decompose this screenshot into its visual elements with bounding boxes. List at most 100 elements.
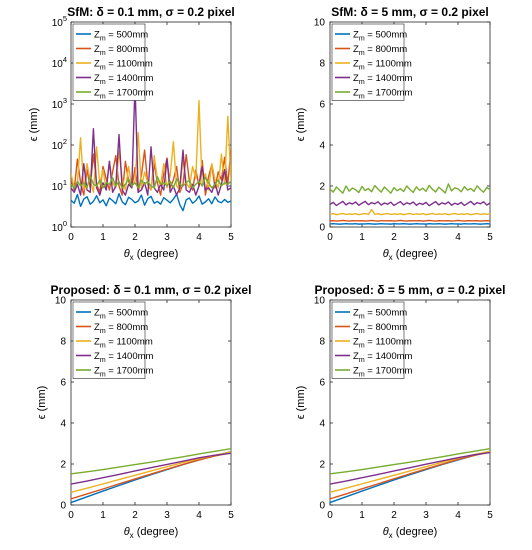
xlabel-theta: θ [124,248,130,260]
legend-label-rest: = 500mm [106,30,149,41]
series-line-1 [71,451,231,504]
y-tick-label: 10 [314,296,326,307]
x-tick-label: 5 [487,510,493,521]
axes-box [329,21,491,228]
y-tick-label: 6 [319,378,325,389]
legend-label-sub: m [359,343,365,350]
series-group [71,447,231,504]
legend-label-sub: m [100,79,106,86]
series-line-5 [71,447,231,475]
x-tick-label: 0 [68,510,74,521]
chart-panel-2: SfM: δ = 5 mm, σ = 0.2 pixel 0 1 2 3 4 5 0 2 4 6 8 1… [295,5,493,262]
legend-label-z: Z [94,44,100,55]
legend-label-rest: = 1100mm [106,59,153,70]
legend-label-sub: m [359,36,365,43]
x-tick-label: 0 [327,510,333,521]
legend-label: Zm = 800mm [94,44,148,57]
legend-label: Zm = 1100mm [94,59,153,72]
series-line-4 [330,200,490,207]
legend-label: Zm = 1700mm [353,88,413,101]
legend-label-sub: m [359,65,365,72]
series-line-4 [71,452,231,485]
y-tick-label: 4 [319,141,325,152]
legend-label-z: Z [353,44,359,55]
series-line-5 [330,447,490,475]
legend-label-rest: = 1700mm [106,366,154,377]
chart-title: Proposed: δ = 5 mm, σ = 0.2 pixel [315,283,506,297]
x-tick-label: 1 [100,510,106,521]
legend-label-rest: = 800mm [106,322,149,333]
y-tick-label: 2 [319,460,325,471]
tick-exponent: 2 [63,137,67,146]
legend-label: Zm = 1700mm [353,366,413,379]
legend-label-z: Z [94,351,100,362]
series-line-3 [330,208,490,216]
axes-box [329,299,491,506]
series-line-5 [330,183,490,194]
legend-label: Zm = 1400mm [94,73,154,86]
x-tick-label: 1 [100,232,106,243]
xlabel-rest: (degree) [134,526,179,538]
tick-exponent: 3 [63,96,67,105]
y-tick-label: 8 [319,59,325,70]
legend-label: Zm = 1100mm [353,337,412,350]
x-axis-label: θx (degree) [383,526,438,540]
xlabel-sub: x [130,253,134,262]
legend-label-z: Z [94,337,100,348]
legend-label: Zm = 1400mm [353,73,413,86]
y-axis-label: ϵ (mm) [295,386,307,420]
legend-label: Zm = 1400mm [94,351,154,364]
tick-exponent: 1 [63,178,67,187]
legend-label-rest: = 800mm [365,44,408,55]
legend-label-z: Z [353,337,359,348]
tick-base: 10 [52,18,64,29]
series-line-5 [71,174,231,189]
legend-label: Zm = 800mm [353,322,407,335]
legend-label-sub: m [100,357,106,364]
legend-label-rest: = 1700mm [106,88,154,99]
x-tick-label: 5 [487,232,493,243]
y-tick-label: 2 [60,460,66,471]
legend-label-z: Z [353,322,359,333]
legend-label: Zm = 500mm [94,308,148,321]
series-line-1 [330,450,490,504]
x-tick-label: 5 [228,510,234,521]
x-tick-label: 5 [228,232,234,243]
series-group [71,83,231,212]
series-line-4 [330,451,490,485]
tick-base: 10 [52,59,64,70]
x-tick-label: 2 [132,232,138,243]
x-tick-label: 2 [132,510,138,521]
y-tick-label: 2 [319,182,325,193]
y-tick-label: 101 [52,178,67,193]
x-tick-label: 1 [359,232,365,243]
legend-label-rest: = 1100mm [365,59,412,70]
x-tick-label: 0 [68,232,74,243]
legend-label-rest: = 1700mm [365,88,413,99]
legend-label-rest: = 1400mm [365,351,413,362]
legend-label-rest: = 1400mm [365,73,413,84]
x-tick-label: 2 [391,232,397,243]
legend-label: Zm = 1400mm [353,351,413,364]
xlabel-theta: θ [383,526,389,538]
legend-label: Zm = 1100mm [94,337,153,350]
legend-label: Zm = 1700mm [94,366,154,379]
series-line-2 [330,219,490,222]
tick-exponent: 4 [63,55,67,64]
legend-label-rest: = 500mm [106,308,149,319]
legend-label-z: Z [353,59,359,70]
chart-panel-4: Proposed: δ = 5 mm, σ = 0.2 pixel 0 1 2 3 4 5 0… [295,283,505,540]
legend-label-sub: m [100,94,106,101]
legend-label-sub: m [100,372,106,379]
legend-label-rest: = 500mm [365,308,408,319]
x-tick-label: 4 [455,232,461,243]
legend-label-rest: = 500mm [365,30,408,41]
series-line-2 [71,452,231,500]
legend-label-rest: = 1100mm [106,337,153,348]
y-tick-label: 0 [60,501,66,512]
y-tick-label: 104 [52,55,67,70]
xlabel-sub: x [130,531,134,540]
